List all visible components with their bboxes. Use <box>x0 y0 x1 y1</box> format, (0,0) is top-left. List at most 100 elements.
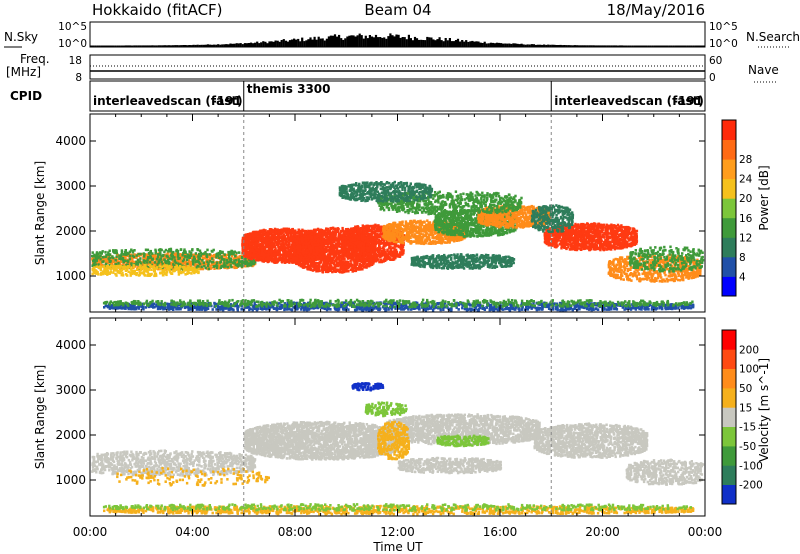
nsky-bar <box>500 43 502 47</box>
echo-cell <box>105 254 107 257</box>
nsky-bar <box>471 41 473 47</box>
echo-cell <box>332 230 334 233</box>
nsky-bar <box>498 43 500 47</box>
nsky-bar <box>445 38 447 47</box>
echo-cell <box>123 253 125 256</box>
echo-cell <box>92 251 94 254</box>
nsky-bar <box>484 42 486 47</box>
nsky-bar <box>404 37 406 47</box>
nsky-bar <box>303 41 305 47</box>
echo-cell <box>241 265 243 268</box>
nsky-tick-top: 10^5 <box>58 21 87 33</box>
echo-cell <box>104 251 106 254</box>
echo-cell <box>221 251 223 254</box>
nsky-bar <box>383 37 385 47</box>
echo-cell <box>224 265 226 268</box>
nsearch-tick-bottom: 10^0 <box>709 38 738 50</box>
echo-cell <box>112 271 114 274</box>
echo-cell <box>201 266 203 269</box>
echo-cell <box>193 256 195 259</box>
echo-cell <box>143 264 145 267</box>
echo-cell <box>144 274 146 277</box>
cpid-segment-code: -191 <box>212 94 242 108</box>
echo-cell <box>221 258 223 261</box>
echo-cell <box>314 237 316 240</box>
nsky-bar <box>367 38 369 47</box>
echo-cell <box>215 256 217 259</box>
nsky-bar <box>506 44 508 47</box>
nsky-bar <box>408 35 410 47</box>
echo-cell <box>253 251 255 254</box>
nsky-bar <box>410 38 412 47</box>
echo-cell <box>173 256 175 259</box>
nsky-bar <box>295 40 297 47</box>
echo-cell <box>224 253 226 256</box>
echo-cell <box>178 273 180 276</box>
nsky-bar <box>477 42 479 48</box>
echo-cell <box>148 252 150 255</box>
echo-cell <box>244 242 246 245</box>
nsky-bar <box>447 40 449 47</box>
nsky-bar <box>455 40 457 47</box>
echo-cell <box>281 257 283 260</box>
echo-cell <box>192 261 194 264</box>
nsky-bar <box>340 38 342 47</box>
echo-cell <box>322 234 324 237</box>
echo-cell <box>166 271 168 274</box>
nsky-bar <box>338 35 340 47</box>
echo-cell <box>203 261 205 264</box>
echo-cell <box>321 238 323 241</box>
nsky-bar <box>256 42 258 47</box>
echo-cell <box>134 273 136 276</box>
echo-cell <box>263 237 265 240</box>
echo-cell <box>319 250 321 253</box>
echo-cell <box>91 255 93 258</box>
nsky-bar <box>441 40 443 47</box>
echo-cell <box>115 268 117 271</box>
nsky-bar <box>502 44 504 47</box>
nsky-bar <box>293 39 295 47</box>
nsky-bar <box>480 43 482 47</box>
nsky-bar <box>314 37 316 47</box>
nsky-bar <box>395 35 397 48</box>
echo-cell <box>265 242 267 245</box>
echo-cell <box>310 251 312 254</box>
echo-cell <box>320 257 322 260</box>
echo-cell <box>151 252 153 255</box>
echo-cell <box>278 242 280 245</box>
nsky-bar <box>309 37 311 47</box>
echo-cell <box>127 271 129 274</box>
echo-cell <box>265 236 267 239</box>
nsky-bar <box>449 38 451 47</box>
echo-cell <box>192 263 194 266</box>
nsky-bar <box>508 44 510 48</box>
freq-tick-top: 18 <box>69 55 82 67</box>
echo-cell <box>284 242 286 245</box>
nsky-bar <box>328 36 330 47</box>
cpid-segment-code: -191 <box>673 94 703 108</box>
echo-cell <box>208 253 210 256</box>
nsky-bar <box>373 37 375 47</box>
nsky-bar <box>330 36 332 47</box>
echo-cell <box>267 254 269 257</box>
echo-cell <box>281 243 283 246</box>
echo-cell <box>171 253 173 256</box>
echo-cell <box>357 268 359 271</box>
echo-cell <box>333 267 335 270</box>
echo-cell <box>304 238 306 241</box>
echo-cell <box>238 258 240 261</box>
echo-cell <box>107 251 109 254</box>
echo-cell <box>359 268 361 271</box>
echo-cell <box>183 248 185 251</box>
echo-cell <box>126 260 128 263</box>
echo-cell <box>169 269 171 272</box>
nsky-bar <box>285 41 287 47</box>
echo-cell <box>293 252 295 255</box>
echo-cell <box>141 267 143 270</box>
echo-cell <box>246 235 248 238</box>
nsky-bar <box>352 35 354 47</box>
nave-label: Nave <box>748 63 779 77</box>
echo-cell <box>101 252 103 255</box>
echo-cell <box>332 228 334 231</box>
echo-cell <box>307 237 309 240</box>
